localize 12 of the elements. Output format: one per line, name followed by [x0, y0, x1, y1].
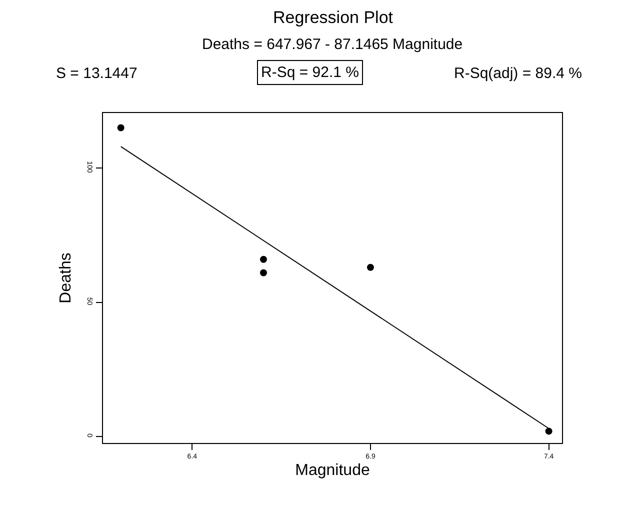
- text: R-Sq(adj) = 89.4 %: [454, 65, 582, 82]
- point: [117, 124, 124, 132]
- text: S = 13.1447: [56, 65, 138, 82]
- point: [260, 269, 267, 276]
- x-axis-title: Magnitude: [295, 462, 370, 480]
- point: [366, 264, 374, 271]
- text: R-Sq = 92.1 %: [261, 64, 359, 81]
- point: [260, 256, 267, 263]
- point: [545, 428, 552, 435]
- chart-title: Regression Plot: [273, 8, 394, 27]
- y-axis-title: Deaths: [58, 252, 74, 304]
- chart-subtitle: Deaths = 647.967 - 87.1465 Magnitude: [202, 36, 463, 53]
